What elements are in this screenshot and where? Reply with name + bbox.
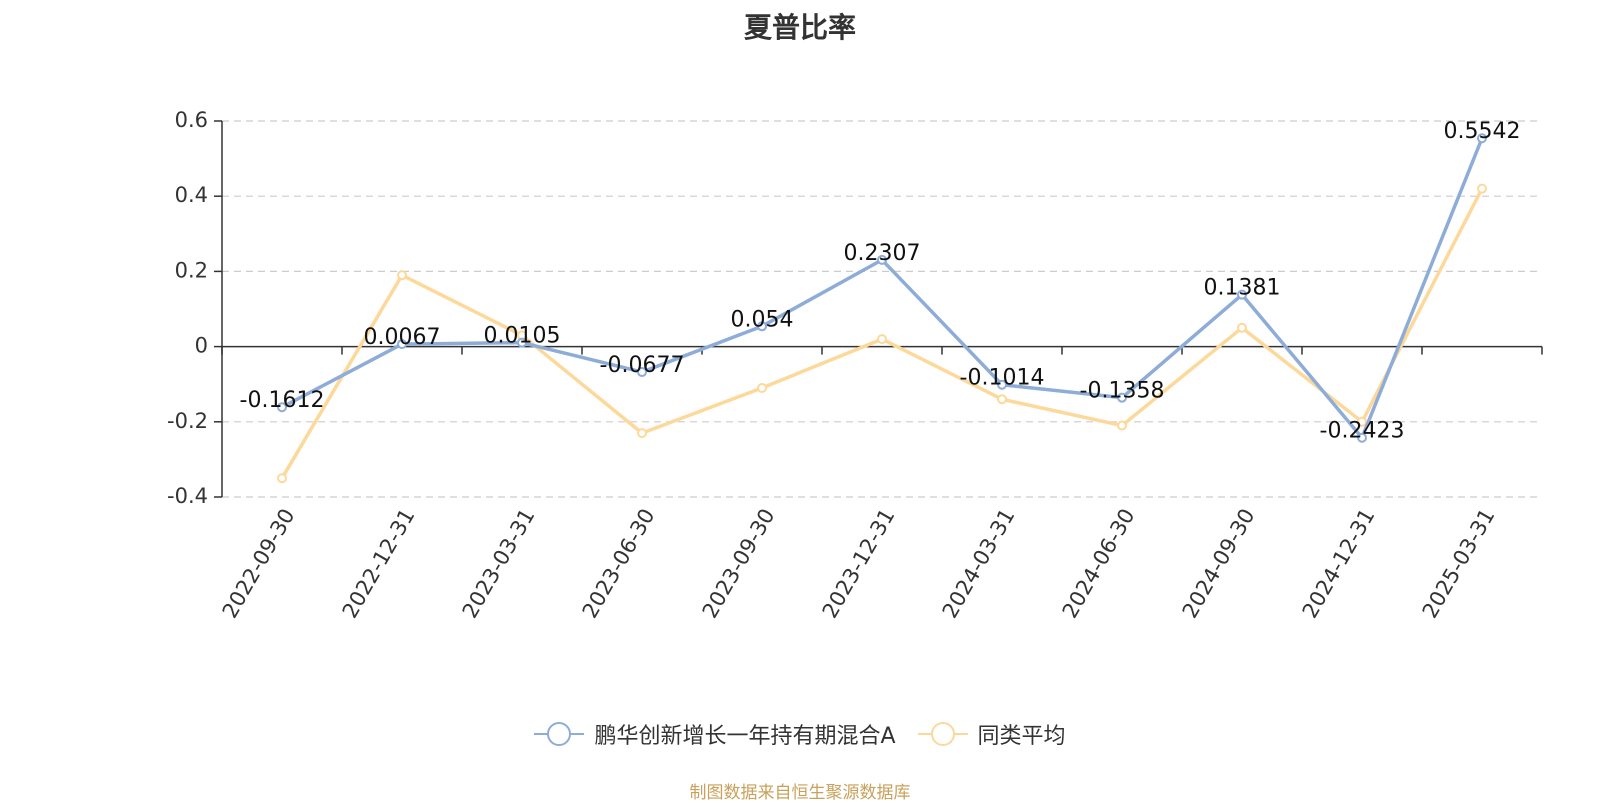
y-tick-label: -0.2 (167, 409, 208, 433)
data-label: -0.1612 (240, 388, 325, 413)
data-label: 0.2307 (844, 241, 921, 266)
x-tick-label: 2024-03-31 (938, 505, 1020, 623)
data-point-series-1[interactable] (877, 254, 887, 265)
x-tick-label: 2022-09-30 (218, 505, 300, 623)
data-point-series-2[interactable] (757, 382, 767, 393)
y-tick-label: 0.4 (175, 183, 208, 207)
x-tick-label: 2022-12-31 (338, 505, 420, 623)
data-point-series-2[interactable] (1357, 416, 1367, 427)
source-note: 制图数据来自恒生聚源数据库 (689, 783, 911, 803)
data-point-series-1[interactable] (757, 321, 767, 332)
x-tick-label: 2023-09-30 (698, 505, 780, 623)
data-point-series-1[interactable] (277, 402, 287, 413)
legend-label-series-1: 鹏华创新增长一年持有期混合A (594, 724, 896, 749)
data-point-series-1[interactable] (1237, 289, 1247, 300)
data-label: 0.0105 (484, 324, 561, 349)
chart-title: 夏普比率 (743, 11, 856, 44)
y-tick-label: 0.2 (175, 258, 208, 282)
data-label: 0.5542 (1444, 119, 1521, 144)
series-line-1 (280, 136, 1484, 440)
data-label: 0.1381 (1204, 276, 1281, 301)
data-point-series-1[interactable] (1117, 392, 1127, 403)
legend-label-series-2: 同类平均 (977, 724, 1066, 749)
data-label: -0.0677 (600, 353, 685, 378)
data-point-series-1[interactable] (997, 379, 1007, 390)
legend-swatch-series-2 (917, 721, 968, 747)
data-point-series-2[interactable] (997, 394, 1007, 405)
x-tick-label: 2025-03-31 (1418, 505, 1500, 623)
x-tick-label: 2024-06-30 (1058, 505, 1140, 623)
y-tick-label: 0.6 (175, 108, 208, 132)
data-point-series-1[interactable] (517, 337, 527, 348)
data-label: -0.1358 (1080, 379, 1165, 404)
data-label: -0.2423 (1320, 419, 1405, 444)
legend-marker-series-2 (930, 722, 955, 746)
y-tick-label: -0.4 (167, 484, 208, 508)
x-tick-label: 2023-06-30 (578, 505, 660, 623)
data-point-series-1[interactable] (1477, 133, 1487, 144)
data-point-series-2[interactable] (877, 334, 887, 345)
data-label: 0.0067 (364, 325, 441, 350)
x-tick-label: 2024-12-31 (1298, 505, 1380, 623)
legend: 鹏华创新增长一年持有期混合A 同类平均 (0, 718, 1600, 750)
y-tick-label: 0 (195, 334, 208, 358)
data-point-series-2[interactable] (1477, 183, 1487, 194)
x-tick-label: 2023-03-31 (458, 505, 540, 623)
data-point-series-2[interactable] (1237, 322, 1247, 333)
legend-swatch-series-1 (534, 721, 585, 747)
data-point-series-2[interactable] (637, 428, 647, 439)
legend-item-series-2[interactable]: 同类平均 (917, 718, 1066, 750)
series-line-2 (280, 186, 1484, 480)
data-point-series-1[interactable] (637, 367, 647, 378)
legend-marker-series-1 (547, 722, 572, 746)
data-label: -0.1014 (960, 366, 1045, 391)
data-point-series-2[interactable] (397, 270, 407, 281)
data-point-series-2[interactable] (277, 473, 287, 484)
x-tick-label: 2024-09-30 (1178, 505, 1260, 623)
data-point-series-1[interactable] (397, 339, 407, 350)
data-point-series-2[interactable] (1117, 420, 1127, 431)
x-tick-label: 2023-12-31 (818, 505, 900, 623)
data-point-series-1[interactable] (1357, 432, 1367, 443)
legend-item-series-1[interactable]: 鹏华创新增长一年持有期混合A (534, 718, 896, 750)
data-label: 0.054 (731, 307, 794, 332)
